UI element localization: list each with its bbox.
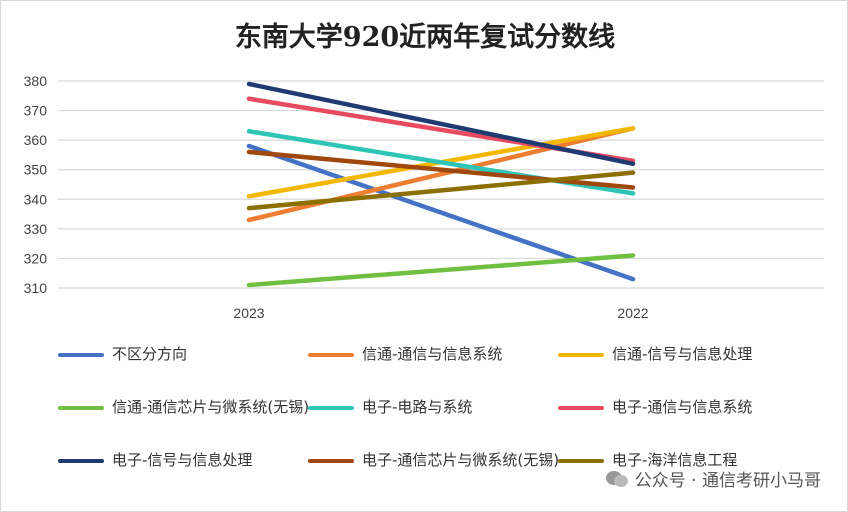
- legend-label: 电子-通信芯片与微系统(无锡): [362, 451, 560, 469]
- legend-swatch: [308, 459, 354, 463]
- legend-item: 电子-信号与信息处理: [58, 450, 252, 471]
- y-tick-label: 350: [24, 162, 48, 178]
- legend-label: 电子-电路与系统: [362, 398, 473, 416]
- y-tick-label: 340: [24, 191, 48, 207]
- y-tick-label: 320: [24, 250, 48, 266]
- legend-label: 电子-信号与信息处理: [112, 451, 253, 469]
- legend-item: 信通-信号与信息处理: [558, 344, 752, 365]
- wechat-icon: [605, 470, 628, 487]
- legend-label: 信通-通信与信息系统: [362, 345, 503, 363]
- legend-item: 信通-通信芯片与微系统(无锡): [58, 397, 309, 418]
- legend-item: 不区分方向: [58, 344, 187, 365]
- legend-item: 电子-通信芯片与微系统(无锡): [308, 450, 559, 471]
- legend-swatch: [308, 406, 354, 410]
- legend-swatch: [58, 459, 104, 463]
- y-tick-label: 310: [24, 280, 48, 296]
- y-tick-label: 330: [24, 221, 48, 237]
- legend-swatch: [58, 353, 104, 357]
- watermark: 公众号 · 通信考研小马哥: [605, 466, 821, 491]
- legend-item: 电子-通信与信息系统: [558, 397, 752, 418]
- legend-item: 信通-通信与信息系统: [308, 344, 502, 365]
- legend-label: 不区分方向: [112, 345, 188, 363]
- y-tick-label: 380: [24, 73, 48, 89]
- legend-swatch: [308, 353, 354, 357]
- series-line: [246, 143, 636, 282]
- series-line: [246, 253, 636, 288]
- legend-label: 信通-通信芯片与微系统(无锡): [112, 398, 310, 416]
- legend-item: 电子-海洋信息工程: [558, 450, 737, 471]
- chart-title: 东南大学920近两年复试分数线: [234, 22, 616, 53]
- legend-label: 电子-通信与信息系统: [612, 398, 753, 416]
- legend-swatch: [558, 459, 604, 463]
- legend-label: 信通-信号与信息处理: [612, 345, 753, 363]
- y-tick-label: 370: [24, 103, 48, 119]
- series-line: [246, 170, 636, 211]
- x-tick-label: 2022: [617, 305, 648, 321]
- series-line: [246, 81, 636, 167]
- series-line: [246, 149, 636, 190]
- legend-swatch: [58, 406, 104, 410]
- y-tick-label: 360: [24, 132, 48, 148]
- legend-swatch: [558, 406, 604, 410]
- legend-item: 电子-电路与系统: [308, 397, 472, 418]
- legend-swatch: [558, 353, 604, 357]
- series-line: [246, 126, 636, 223]
- legend-label: 电子-海洋信息工程: [612, 451, 738, 469]
- watermark-text: 公众号 · 通信考研小马哥: [634, 471, 821, 491]
- x-tick-label: 2023: [233, 305, 264, 321]
